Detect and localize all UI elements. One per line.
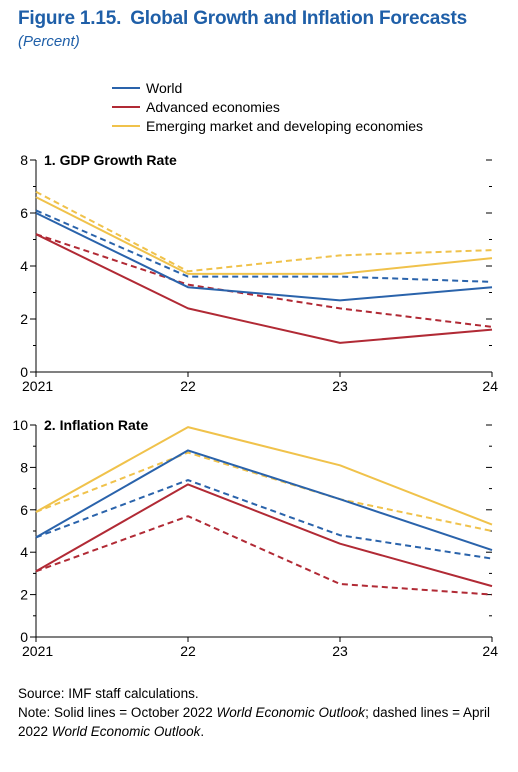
figure-title: Figure 1.15. Global Growth and Inflation …: [18, 8, 467, 30]
x-tick-label: 2021: [22, 378, 53, 394]
series-line-emerging-solid: [35, 196, 493, 275]
legend-item-emerging: Emerging market and developing economies: [112, 116, 423, 135]
x-tick-label: 24: [482, 378, 498, 394]
y-tick-label: 4: [20, 544, 28, 560]
series-line-world-dashed: [35, 479, 493, 560]
figure-subtitle: (Percent): [18, 33, 80, 50]
y-tick-label: 2: [20, 587, 28, 603]
series-line-advanced-dashed: [35, 233, 493, 328]
note-middle: ; dashed lines = April 2022: [18, 705, 491, 739]
legend-swatch-advanced: [112, 105, 140, 108]
x-tick-label: 24: [482, 643, 498, 659]
x-tick-label: 2021: [22, 643, 53, 659]
y-tick-label: 10: [12, 417, 28, 433]
series-line-advanced-solid: [35, 233, 493, 344]
note-italic-october: World Economic Outlook: [216, 705, 366, 720]
panel-title: 1. GDP Growth Rate: [44, 152, 177, 168]
series-line-world-solid: [35, 449, 493, 552]
figure-title-text: Global Growth and Inflation Forecasts: [130, 8, 467, 29]
x-tick-label: 23: [332, 378, 348, 394]
series-line-world-solid: [35, 212, 493, 302]
y-tick-label: 8: [20, 152, 28, 168]
x-tick-label: 23: [332, 643, 348, 659]
y-tick-label: 0: [20, 629, 28, 645]
y-tick-label: 6: [20, 502, 28, 518]
y-tick-label: 8: [20, 459, 28, 475]
legend-item-world: World: [112, 78, 423, 97]
note-suffix: .: [200, 724, 205, 739]
legend-label-advanced: Advanced economies: [146, 98, 280, 115]
legend-label-emerging: Emerging market and developing economies: [146, 117, 424, 134]
y-tick-label: 0: [20, 364, 28, 380]
x-tick-label: 22: [180, 643, 196, 659]
y-tick-label: 6: [20, 205, 28, 221]
legend: World Advanced economies Emerging market…: [112, 78, 423, 135]
series-line-emerging-dashed: [35, 190, 493, 273]
legend-item-advanced: Advanced economies: [112, 97, 423, 116]
series-line-emerging-solid: [35, 426, 493, 526]
lines-note: Note: Solid lines = October 2022 World E…: [18, 703, 508, 741]
x-tick-label: 22: [180, 378, 196, 394]
series-line-world-dashed: [35, 209, 493, 283]
figure-label: Figure 1.15.: [18, 8, 122, 29]
source-note: Source: IMF staff calculations.: [18, 686, 199, 701]
series-line-advanced-dashed: [35, 515, 493, 596]
y-tick-label: 4: [20, 258, 28, 274]
legend-swatch-world: [112, 86, 140, 89]
note-italic-april: World Economic Outlook: [51, 724, 201, 739]
series-line-advanced-solid: [35, 483, 493, 588]
footnote: Source: IMF staff calculations. Note: So…: [18, 684, 508, 741]
panel-title: 2. Inflation Rate: [44, 417, 148, 433]
series-line-emerging-dashed: [35, 451, 493, 532]
y-tick-label: 2: [20, 311, 28, 327]
legend-label-world: World: [146, 79, 183, 96]
note-prefix: Note: Solid lines = October 2022: [18, 705, 217, 720]
legend-swatch-emerging: [112, 124, 140, 127]
